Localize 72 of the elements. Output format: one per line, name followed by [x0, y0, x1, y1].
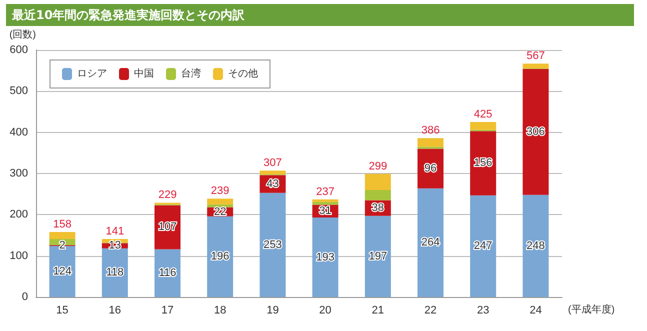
x-tick-label: 15 [56, 304, 68, 316]
x-tick-label: 24 [530, 304, 542, 316]
bar [207, 216, 234, 297]
data-label: 193 [316, 251, 334, 264]
y-tick-label: 500 [10, 85, 28, 98]
data-label: 197 [368, 250, 388, 262]
total-label: 229 [158, 189, 177, 202]
data-label: 264 [421, 236, 440, 249]
total-label: 386 [421, 124, 440, 137]
total-label: 567 [526, 50, 545, 62]
x-tick-label: 16 [108, 304, 122, 316]
legend-label: その他 [228, 68, 258, 80]
bar [522, 68, 549, 195]
data-label: 248 [526, 240, 545, 252]
total-label: 307 [264, 157, 282, 170]
y-tick-label: 400 [10, 126, 28, 138]
data-label: 247 [474, 240, 492, 252]
bar [207, 198, 234, 204]
y-axis-title: (回数) [9, 30, 36, 40]
data-label: 43 [266, 178, 279, 190]
bar [522, 194, 549, 297]
bar [418, 138, 444, 147]
data-label: 107 [158, 221, 177, 234]
total-label: 239 [210, 185, 230, 198]
data-label: 124 [53, 265, 72, 278]
bar [418, 188, 444, 297]
total-label: 158 [53, 218, 72, 230]
bar [470, 195, 496, 297]
x-axis-title: (平成年度) [568, 304, 615, 316]
x-tick-label: 19 [266, 304, 279, 316]
data-label: 306 [526, 126, 545, 138]
bar [364, 216, 391, 297]
legend-label: ロシア [77, 68, 107, 80]
data-label: 22 [214, 206, 226, 218]
bar [470, 131, 496, 196]
x-tick-label: 22 [424, 304, 437, 316]
data-label: 253 [264, 238, 282, 251]
data-label: 116 [158, 267, 176, 280]
bar [312, 218, 338, 297]
x-tick-label: 20 [319, 304, 332, 316]
y-tick-label: 300 [10, 168, 28, 180]
legend-label: 中国 [134, 68, 154, 80]
data-label: 31 [319, 205, 332, 218]
data-label: 118 [106, 266, 124, 279]
total-label: 299 [368, 160, 388, 172]
x-tick-label: 18 [214, 304, 226, 316]
bar [312, 199, 338, 202]
y-tick-label: 200 [10, 208, 28, 221]
data-label: 156 [474, 157, 492, 170]
data-label: 38 [372, 202, 384, 214]
bar [364, 174, 391, 190]
total-label: 425 [474, 108, 492, 121]
y-tick-label: 600 [10, 44, 28, 56]
chart-title: 最近10年間の緊急発進実施回数とその内訳 [6, 4, 634, 26]
bar [364, 190, 391, 200]
y-tick-label: 0 [22, 291, 28, 303]
bar [470, 122, 496, 130]
total-label: 141 [106, 225, 124, 238]
data-label: 196 [210, 250, 230, 263]
legend-label: 台湾 [181, 68, 201, 80]
bar [260, 170, 286, 174]
x-tick-label: 21 [372, 304, 384, 316]
data-label: 96 [424, 162, 437, 175]
total-label: 237 [316, 186, 334, 198]
data-label: 2 [59, 240, 66, 252]
bar [260, 192, 286, 297]
bar [522, 64, 549, 69]
x-tick-label: 17 [161, 304, 174, 316]
y-tick-label: 100 [10, 250, 28, 262]
bar [49, 232, 76, 239]
bar [312, 202, 338, 205]
x-tick-label: 23 [476, 304, 490, 316]
